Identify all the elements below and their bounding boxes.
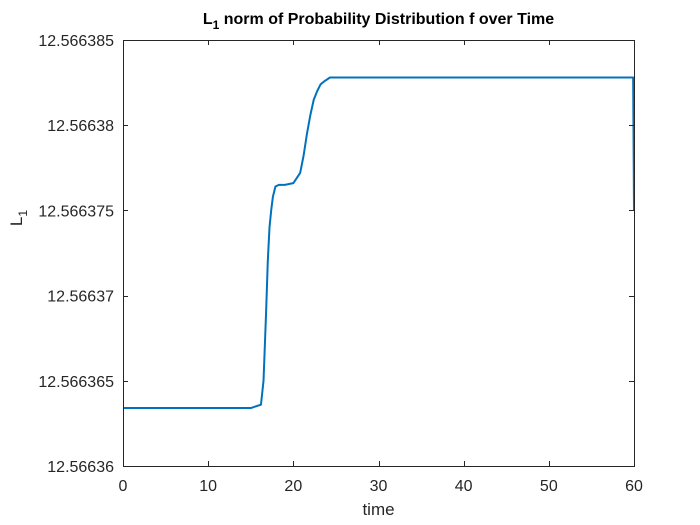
title-main: L [203, 11, 213, 28]
x-tick-label: 10 [199, 478, 217, 495]
y-tick-label: 12.56638 [47, 118, 114, 135]
y-tick-label: 12.566375 [38, 203, 114, 220]
y-axis-label: L1 [7, 210, 30, 226]
y-tick-label: 12.566365 [38, 374, 114, 391]
x-tick-label: 0 [119, 478, 128, 495]
title-subscript: 1 [213, 18, 220, 32]
y-axis-label-subscript: 1 [16, 210, 30, 217]
x-tick-label: 20 [284, 478, 302, 495]
title-rest: norm of Probability Distribution f over … [219, 11, 554, 28]
axes-box [123, 40, 635, 467]
x-axis-label: time [362, 500, 394, 519]
y-tick-label: 12.56636 [47, 459, 114, 476]
x-tick-label: 30 [370, 478, 388, 495]
x-tick-label: 40 [455, 478, 473, 495]
y-tick-label: 12.56637 [47, 289, 114, 306]
y-axis-label-main: L [7, 217, 26, 226]
x-tick-label: 60 [625, 478, 643, 495]
y-tick-label: 12.566385 [38, 33, 114, 50]
chart-title: L1 norm of Probability Distribution f ov… [203, 11, 554, 32]
y-tick-labels: 12.56636 12.566365 12.56637 12.566375 12.566… [38, 33, 114, 476]
series-line [123, 76, 635, 410]
plot-area [123, 40, 634, 466]
x-tick-labels: 0 10 20 30 40 50 60 [119, 478, 643, 495]
x-tick-label: 50 [540, 478, 558, 495]
series-layer [123, 76, 635, 410]
